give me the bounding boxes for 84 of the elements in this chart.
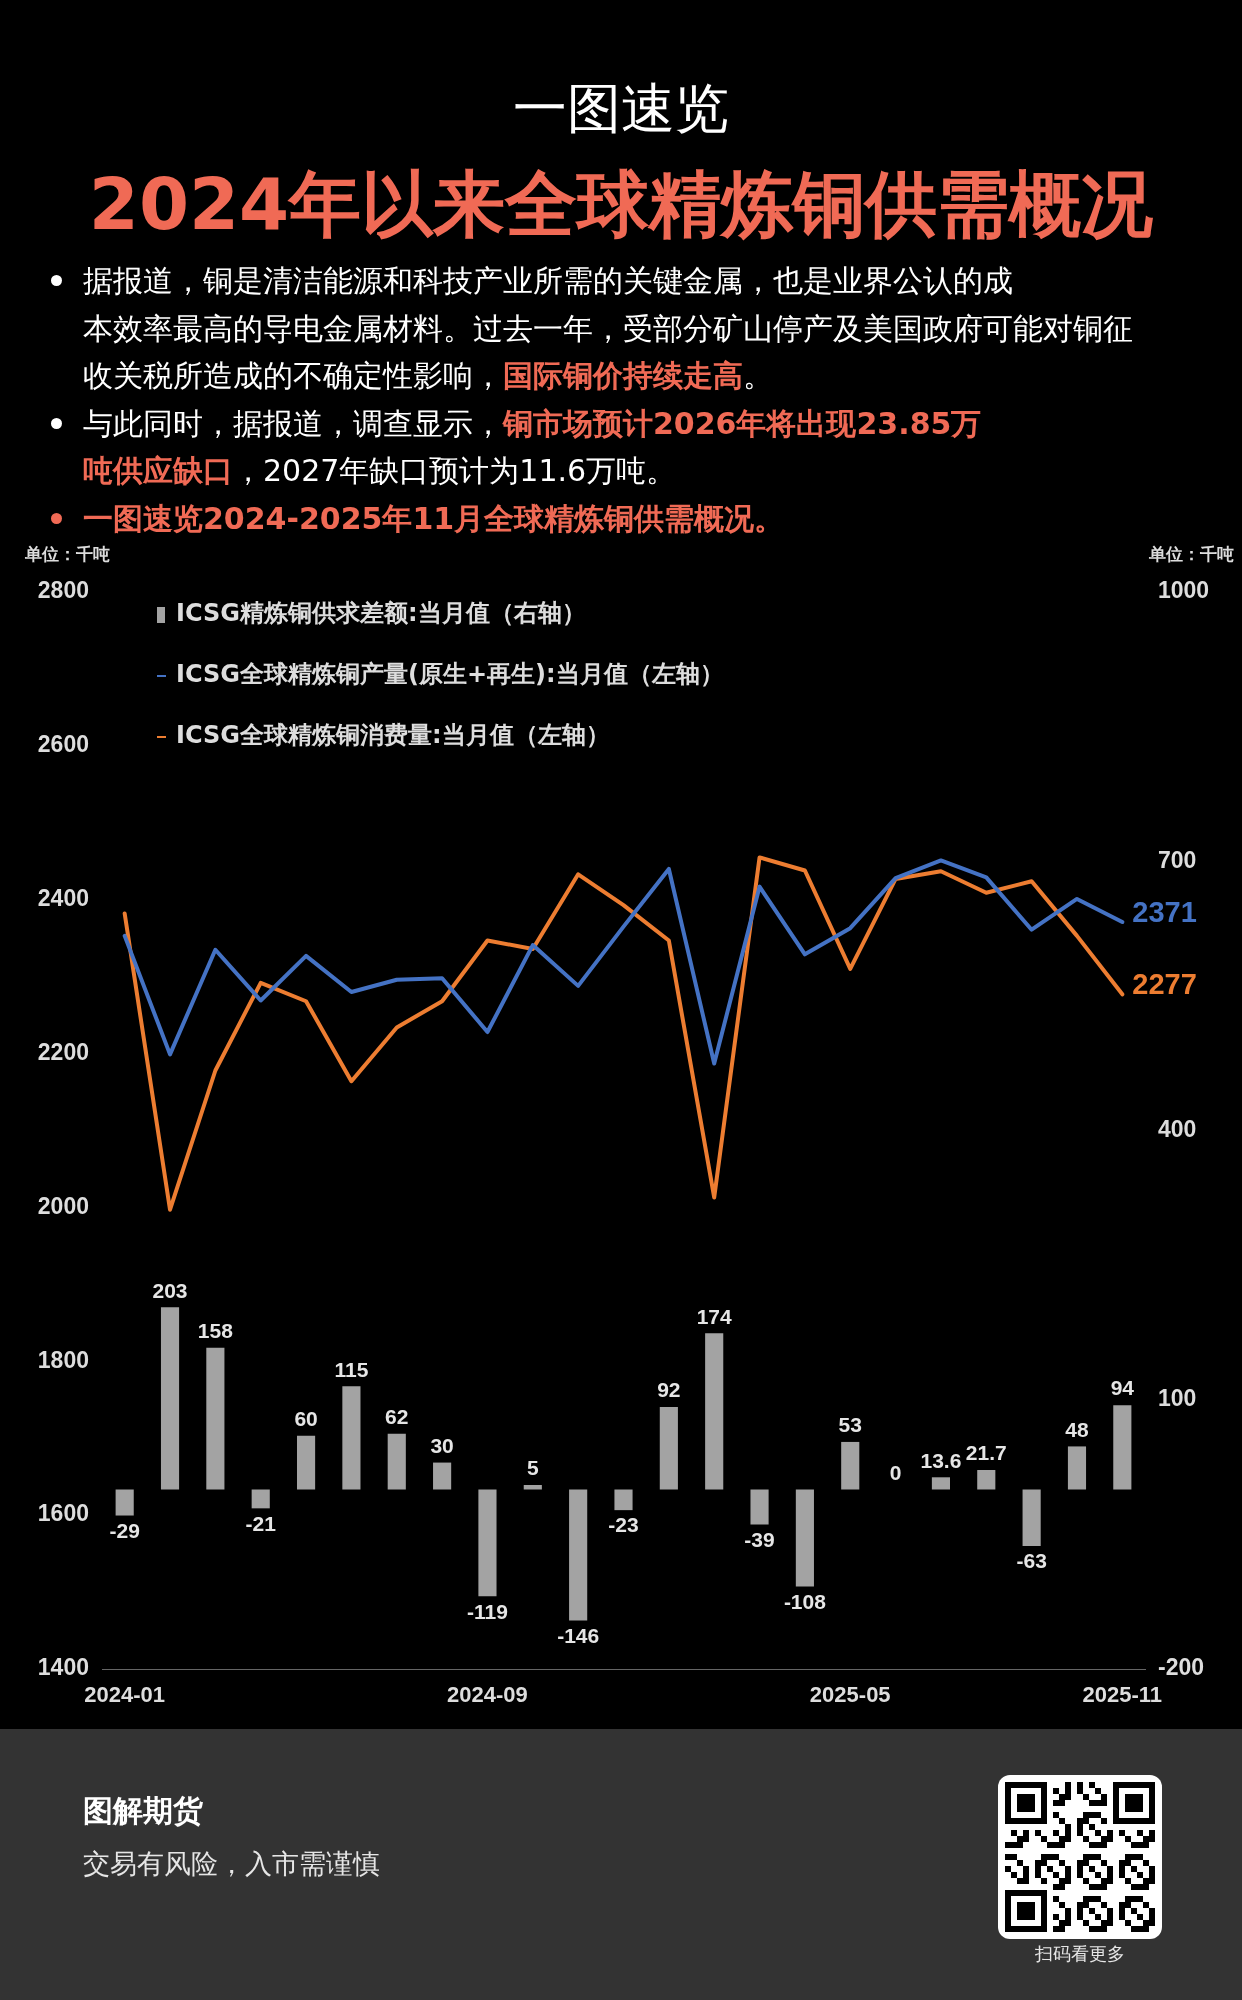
bar [977,1470,996,1490]
data-label: 13.6 [920,1448,962,1472]
x-tick-label: 2025-05 [809,1682,891,1708]
bar [433,1462,452,1490]
y2-tick-label: -200 [1158,1654,1205,1681]
chart-subtitle: 一图速览 [512,76,730,142]
y-tick-label: 2400 [37,885,89,912]
legend-label: ICSG全球精炼铜产量(原生+再生):当月值（左轴） [176,660,724,689]
bar [342,1386,361,1490]
data-label: 53 [838,1413,862,1437]
data-label: 62 [385,1405,409,1429]
data-label: 48 [1065,1417,1089,1441]
bar [795,1489,814,1587]
bar [1067,1446,1087,1490]
y2-tick-label: 1000 [1158,577,1210,604]
bar [705,1333,724,1490]
chart-title: 2024年以来全球精炼铜供需概况 [87,161,1155,248]
bar [478,1489,497,1597]
text: 图解期货 [83,1792,203,1830]
data-label: 21.7 [965,1441,1007,1465]
bar [1113,1405,1132,1490]
data-label: 94 [1110,1376,1135,1400]
y-tick-label: 2000 [37,1192,89,1219]
y-tick-label: 1800 [37,1346,89,1373]
data-label: -23 [608,1513,639,1537]
data-label: -146 [557,1623,600,1647]
y-tick-label: 2600 [37,731,89,758]
data-label: -108 [783,1589,827,1613]
data-label: 174 [696,1304,733,1328]
bar [387,1433,406,1490]
data-label: 0 [889,1460,902,1484]
text: 铜市场预计2026年将出现23.85万 [503,405,982,441]
bar [297,1435,316,1490]
y2-tick-label: 400 [1158,1115,1197,1142]
data-label: 203 [152,1278,188,1302]
text: ，2027年缺口预计为11.6万吨。 [233,453,677,488]
text: 扫码看更多 [1034,1942,1126,1966]
data-label: 5 [526,1456,539,1480]
y-tick-label: 2800 [37,577,89,604]
bar [841,1441,860,1490]
text: 收关税所造成的不确定性影响， [83,358,503,393]
text: 本效率最高的导电金属材料。过去一年，受部分矿山停产及美国政府可能对铜征 [83,310,1133,346]
text: 与此同时，据报道，调查显示， [83,405,503,441]
bar [614,1489,633,1511]
text: 吨供应缺口 [83,453,233,488]
bar [115,1489,134,1516]
data-label: 2277 [1132,968,1197,1001]
y2-axis-title: 单位：千吨 [1148,544,1234,565]
y2-tick-label: 700 [1158,846,1197,873]
data-label: 158 [197,1318,234,1342]
x-tick-label: 2024-09 [447,1682,528,1708]
bar [569,1489,588,1621]
y-axis-title: 单位：千吨 [24,544,110,565]
bar [206,1347,225,1490]
data-label: 2371 [1132,896,1197,929]
data-label: 115 [334,1357,369,1381]
bar [1022,1489,1041,1547]
text: 据报道，铜是清洁能源和科技产业所需的关键金属，也是业界公认的成 [83,263,1013,298]
legend-label: ICSG全球精炼铜消费量:当月值（左轴） [176,721,610,750]
text: 交易有风险，入市需谨慎 [83,1847,380,1881]
bar [523,1485,542,1490]
data-label: -63 [1016,1549,1047,1573]
data-label: -29 [109,1518,140,1542]
bar [931,1477,950,1490]
bar [160,1307,180,1490]
y2-tick-label: 100 [1158,1385,1197,1412]
bar [750,1489,769,1525]
data-label: -21 [245,1511,277,1535]
bar [251,1489,270,1509]
y-tick-label: 1600 [37,1500,89,1527]
data-label: 30 [430,1433,454,1457]
y-tick-label: 2200 [37,1038,89,1065]
data-label: 60 [294,1406,318,1430]
text: 一图速览2024-2025年11月全球精炼铜供需概况。 [83,500,785,536]
data-label: 92 [657,1378,681,1402]
text: 国际铜价持续走高 [503,358,743,393]
x-tick-label: 2025-11 [1082,1682,1163,1708]
y-tick-label: 1400 [37,1654,89,1681]
data-label: -39 [744,1527,775,1551]
legend-label: ICSG精炼铜供求差额:当月值（右轴） [176,599,586,628]
bar [659,1406,678,1490]
x-tick-label: 2024-01 [84,1682,166,1708]
text: 。 [743,358,773,393]
data-label: -119 [467,1599,508,1623]
